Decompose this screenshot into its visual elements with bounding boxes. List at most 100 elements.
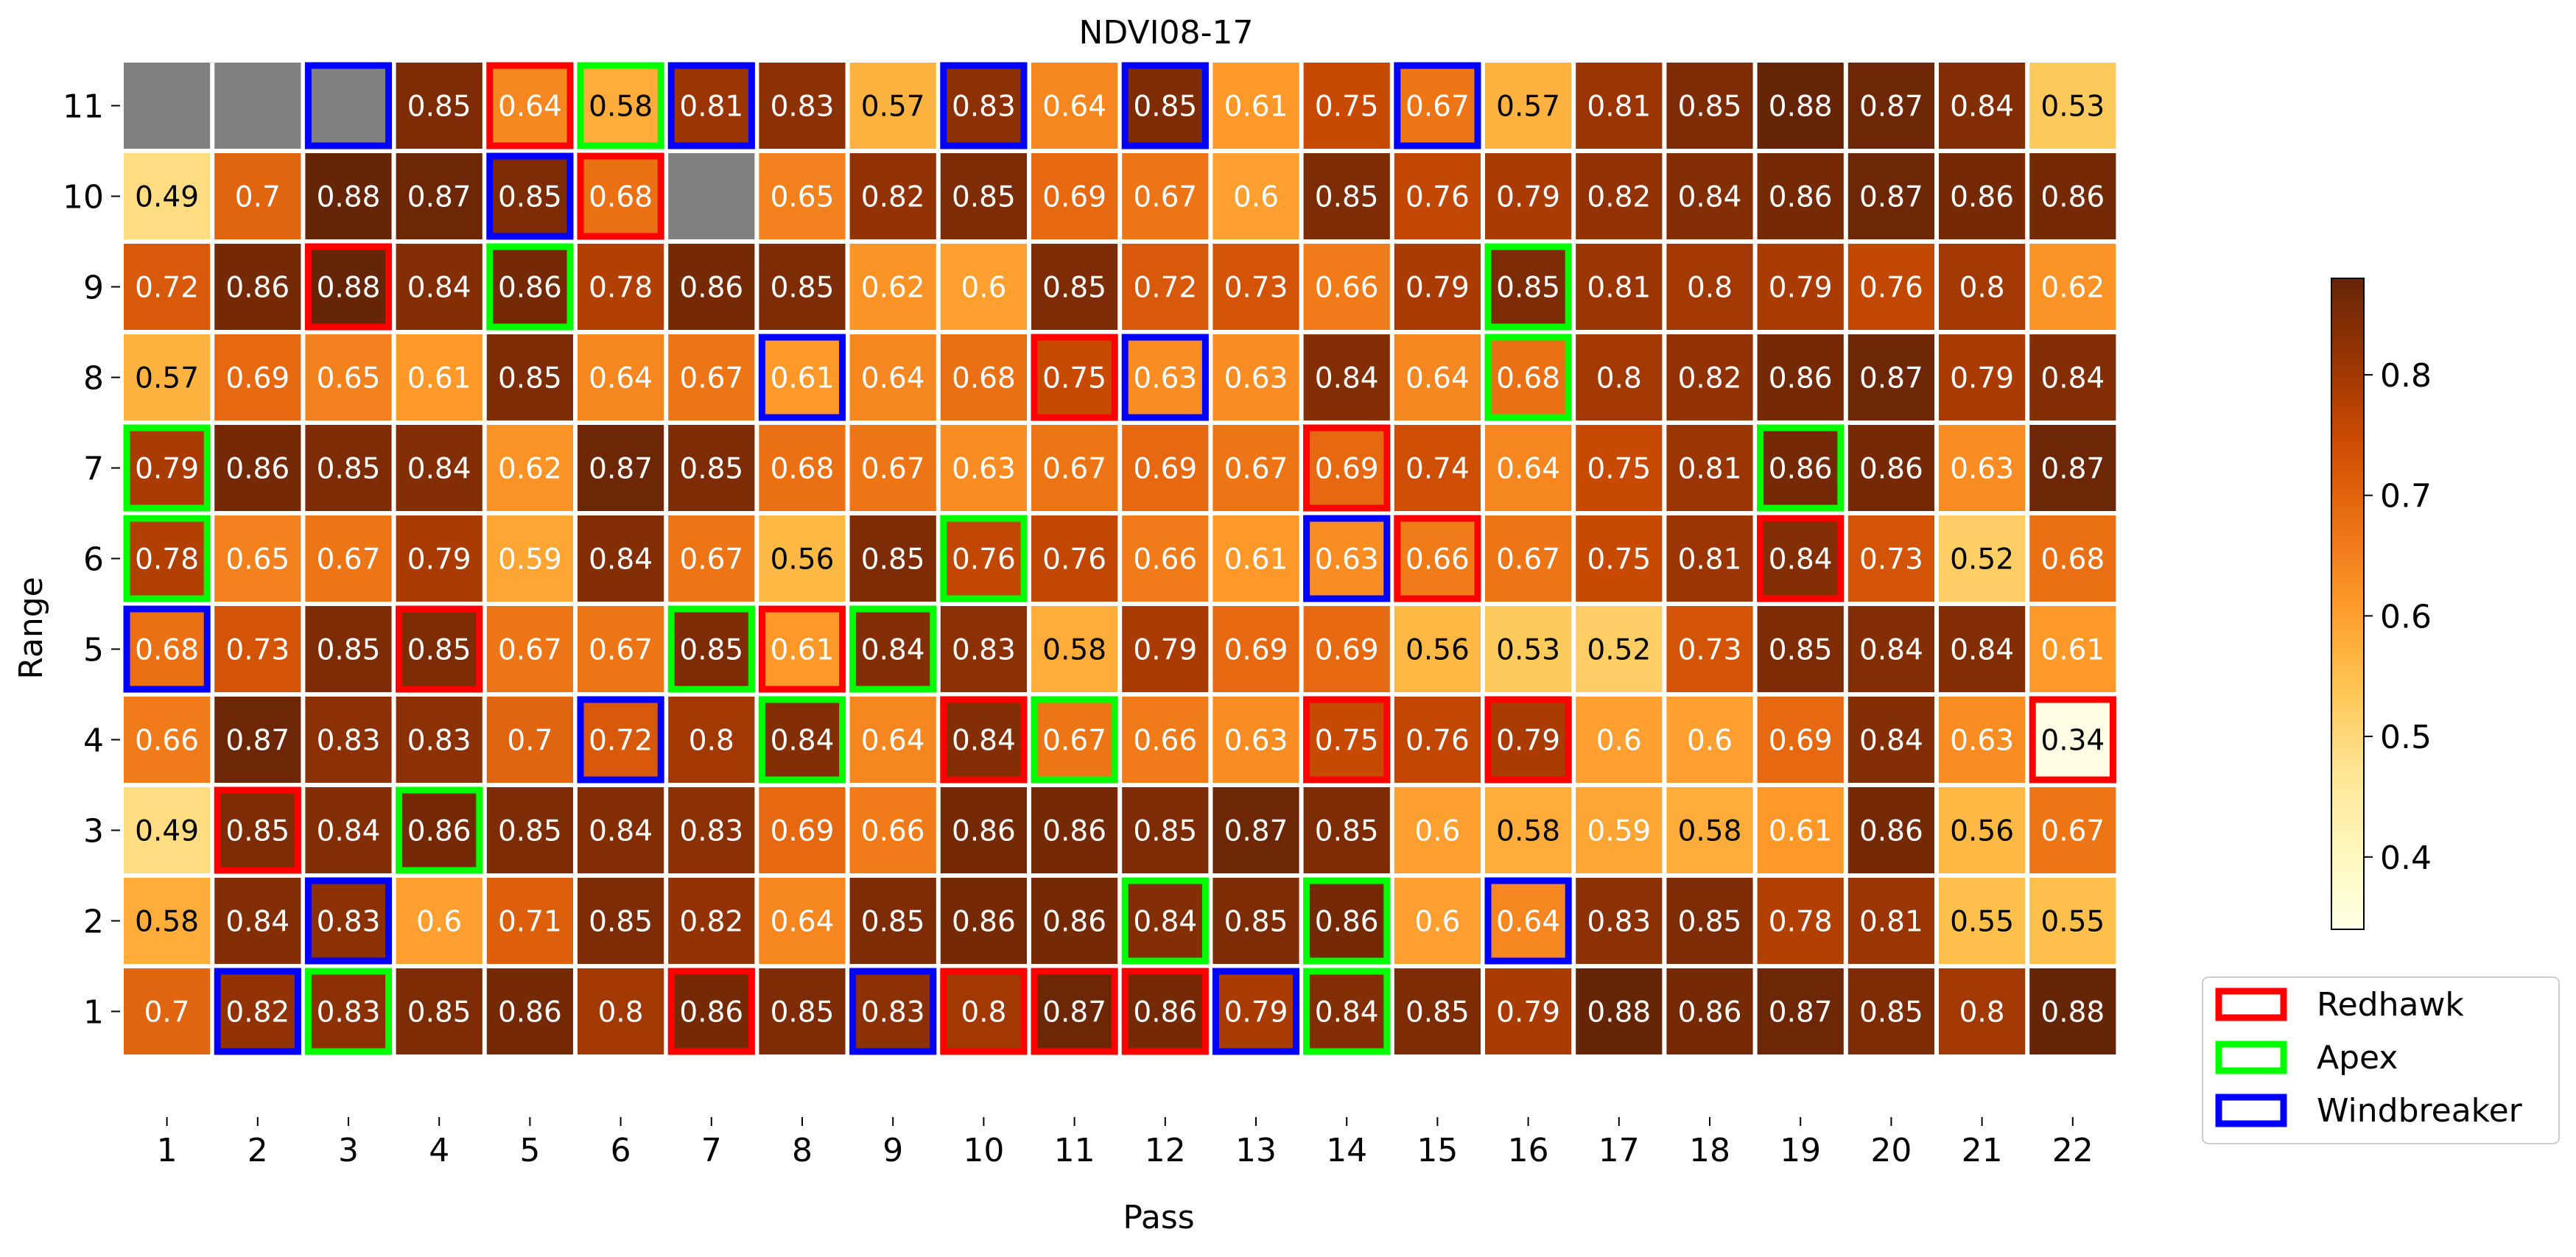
cell-value-label: 0.59 xyxy=(498,543,562,577)
colorbar-tick-label: 0.7 xyxy=(2380,478,2432,515)
cell-value-label: 0.81 xyxy=(679,91,743,124)
heatmap-cell xyxy=(486,606,573,692)
cell-value-label: 0.83 xyxy=(317,996,381,1029)
heatmap-cell xyxy=(1939,244,2026,330)
heatmap-cell xyxy=(759,697,846,783)
highlight-box xyxy=(1394,515,1481,602)
highlight-box xyxy=(1484,877,1572,965)
heatmap-cell xyxy=(1212,63,1299,149)
cell-value-label: 0.84 xyxy=(1315,996,1379,1029)
y-tick-label: 11 xyxy=(63,88,104,126)
cell-value-label: 0.58 xyxy=(1496,815,1560,848)
cell-value-label: 0.84 xyxy=(1950,634,2014,667)
cell-value-label: 0.67 xyxy=(1405,91,1470,124)
cell-value-label: 0.84 xyxy=(2040,362,2105,395)
cell-value-label: 0.64 xyxy=(861,362,925,395)
heatmap-cell xyxy=(1122,153,1209,239)
heatmap-cell xyxy=(124,878,211,964)
x-axis: 1 2 3 4 5 6 7 8 9 10 11 12 13 14 15 16 17 18 19 20 21 22 xyxy=(157,1117,2094,1169)
legend-label: Windbreaker xyxy=(2317,1092,2523,1130)
x-tick-label: 7 xyxy=(701,1132,722,1169)
heatmap-cell xyxy=(1122,697,1209,783)
cell-value-label: 0.86 xyxy=(225,272,289,305)
cell-value-label: 0.86 xyxy=(2040,181,2105,214)
heatmap-cell xyxy=(940,515,1027,602)
heatmap-cell xyxy=(1847,787,1934,873)
heatmap-cell xyxy=(2029,153,2116,239)
cell-value-label: 0.6 xyxy=(1414,906,1460,939)
heatmap-cell xyxy=(396,787,482,873)
heatmap-cell xyxy=(668,878,755,964)
heatmap-cell xyxy=(1757,515,1844,602)
highlight-box xyxy=(1484,696,1572,784)
heatmap-cell xyxy=(124,697,211,783)
cell-value-label: 0.64 xyxy=(1042,91,1106,124)
cell-value-label: 0.55 xyxy=(2040,906,2105,939)
heatmap-cell xyxy=(1122,878,1209,964)
x-tick-label: 8 xyxy=(792,1132,813,1169)
heatmap-cell xyxy=(1303,787,1390,873)
cell-value-label: 0.66 xyxy=(1133,725,1197,758)
heatmap-cell xyxy=(1757,425,1844,511)
cell-value-label: 0.76 xyxy=(1405,725,1470,758)
heatmap-cell xyxy=(668,968,755,1054)
heatmap-cell xyxy=(578,425,664,511)
cell-value-label: 0.6 xyxy=(1596,725,1642,758)
cell-value-label: 0.87 xyxy=(1042,996,1106,1029)
highlight-box xyxy=(940,62,1028,149)
heatmap-cell xyxy=(305,244,392,330)
heatmap-cell xyxy=(2029,63,2116,149)
heatmap-cell xyxy=(1031,153,1118,239)
highlight-box xyxy=(1757,515,1845,602)
cell-value-label: 0.84 xyxy=(1859,634,1923,667)
y-axis-label: Range xyxy=(13,577,50,679)
heatmap-cell xyxy=(1485,878,1572,964)
cell-value-label: 0.85 xyxy=(407,996,471,1029)
y-tick-label: 8 xyxy=(83,360,104,398)
heatmap-cell xyxy=(578,515,664,602)
highlight-box xyxy=(214,786,301,874)
heatmap-cell xyxy=(1939,153,2026,239)
highlight-box xyxy=(577,696,664,784)
heatmap-cell xyxy=(1212,244,1299,330)
heatmap-cell xyxy=(214,878,301,964)
cell-value-label: 0.61 xyxy=(1224,543,1288,577)
y-tick-label: 10 xyxy=(63,179,104,216)
cell-value-label: 0.86 xyxy=(1769,453,1833,486)
cell-value-label: 0.86 xyxy=(1950,181,2014,214)
heatmap-cell xyxy=(1212,425,1299,511)
cell-value-label: 0.65 xyxy=(317,362,381,395)
cell-value-label: 0.79 xyxy=(1950,362,2014,395)
cell-value-label: 0.67 xyxy=(1042,453,1106,486)
heatmap-cell xyxy=(486,515,573,602)
heatmap-cell xyxy=(214,425,301,511)
cell-value-label: 0.85 xyxy=(1315,815,1379,848)
heatmap-cell xyxy=(2029,515,2116,602)
cell-value-label: 0.66 xyxy=(135,725,199,758)
heatmap-cell xyxy=(1485,515,1572,602)
cell-value-label: 0.88 xyxy=(317,181,381,214)
cell-value-label: 0.85 xyxy=(1678,906,1742,939)
cell-value-label: 0.83 xyxy=(317,906,381,939)
legend-swatch xyxy=(2215,987,2287,1021)
heatmap-cell xyxy=(1122,63,1209,149)
heatmap-cell xyxy=(759,425,846,511)
cell-value-label: 0.85 xyxy=(498,181,562,214)
heatmap-cell xyxy=(1485,153,1572,239)
cell-value-label: 0.66 xyxy=(1405,543,1470,577)
cell-value-label: 0.85 xyxy=(317,634,381,667)
highlight-box xyxy=(1757,424,1845,512)
x-tick-label: 21 xyxy=(1962,1132,2003,1169)
highlight-box xyxy=(577,62,664,149)
cell-value-label: 0.58 xyxy=(135,906,199,939)
heatmap-cell xyxy=(1939,515,2026,602)
x-tick-label: 19 xyxy=(1780,1132,1821,1169)
heatmap-cell xyxy=(1212,153,1299,239)
heatmap-cell xyxy=(1847,244,1934,330)
heatmap-cell xyxy=(486,425,573,511)
x-tick-label: 4 xyxy=(429,1132,449,1169)
x-tick-label: 9 xyxy=(882,1132,903,1169)
cell-value-label: 0.88 xyxy=(317,272,381,305)
heatmap-cell xyxy=(1939,968,2026,1054)
